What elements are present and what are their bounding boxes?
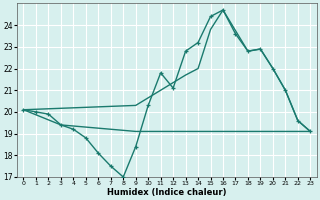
X-axis label: Humidex (Indice chaleur): Humidex (Indice chaleur) [107,188,227,197]
